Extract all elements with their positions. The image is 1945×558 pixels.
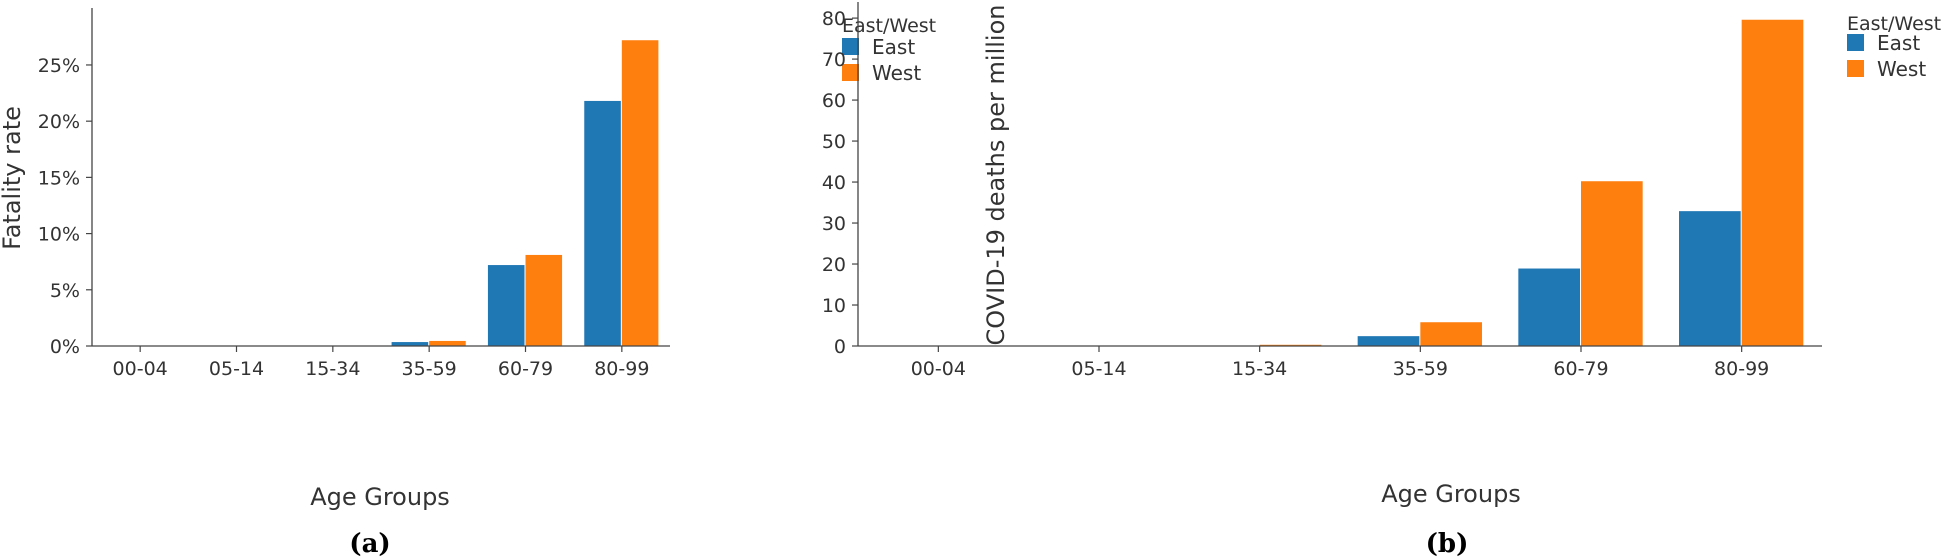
panel-b-xtick-label: 05-14	[1071, 358, 1126, 380]
panel-b-xtick-label: 00-04	[911, 358, 966, 380]
panel-a-xtick-label: 80-99	[594, 358, 649, 380]
panel-b-xtick-label: 60-79	[1553, 358, 1608, 380]
panel-a-bar-east-35-59	[391, 342, 429, 346]
panel-a-bar-east-80-99	[584, 100, 621, 346]
panel-a-legend-swatch-west	[842, 64, 859, 81]
panel-b-legend-label-west: West	[1877, 57, 1926, 81]
panel-b-xtick-label: 15-34	[1232, 358, 1287, 380]
panel-b-legend-swatch-east	[1847, 34, 1864, 51]
panel-b-ylabel: COVID-19 deaths per million	[982, 5, 1010, 346]
panel-b-xlabel: Age Groups	[1381, 480, 1521, 508]
panel-b-ytick-label: 10	[822, 295, 846, 317]
panel-b-legend-label-east: East	[1877, 31, 1920, 55]
panel-a-ylabel: Fatality rate	[0, 106, 26, 250]
panel-b-plot: 00-04 05-14 15-34 35-59 60-79 80-99 0 10 20 30 40 5…	[822, 2, 1926, 380]
panel-a-xtick-label: 00-04	[113, 358, 168, 380]
panel-a-bar-west-35-59	[429, 340, 466, 346]
panel-b-ytick-label: 80	[822, 8, 846, 30]
panel-b-bar-east-60-79	[1518, 268, 1580, 346]
panel-a-xtick-label: 05-14	[209, 358, 264, 380]
panel-a-xtick-label: 15-34	[305, 358, 360, 380]
panel-a-bar-east-60-79	[487, 265, 525, 346]
panel-b-xtick-label: 35-59	[1393, 358, 1448, 380]
panel-b-bar-east-80-99	[1679, 211, 1741, 346]
panel-b-bar-west-60-79	[1581, 181, 1643, 346]
panel-a-legend-label-east: East	[872, 35, 915, 59]
panel-a-xlabel: Age Groups	[310, 483, 450, 511]
panel-b-ytick-label: 30	[822, 213, 846, 235]
panel-a-xtick-label: 35-59	[402, 358, 457, 380]
panel-b-legend-title: East/West	[1847, 13, 1941, 35]
panel-b-ytick-label: 20	[822, 254, 846, 276]
panel-a-legend-label-west: West	[872, 61, 921, 85]
panel-a-ytick-label: 15%	[38, 167, 80, 189]
panel-b-bar-east-35-59	[1357, 336, 1420, 346]
panel-a-xtick-label: 60-79	[498, 358, 553, 380]
panel-b-ytick-label: 50	[822, 131, 846, 153]
panel-b-bar-west-35-59	[1420, 322, 1482, 346]
panel-b-ytick-label: 60	[822, 90, 846, 112]
panel-b-bar-west-80-99	[1741, 19, 1804, 347]
panel-a-ytick-label: 25%	[38, 55, 80, 77]
panel-b-ytick-label: 0	[834, 336, 846, 358]
panel-a: Fatality rate Age Groups East/West (a)	[0, 15, 936, 558]
panel-a-bar-west-60-79	[525, 254, 563, 346]
panel-a-legend-title: East/West	[842, 15, 936, 37]
panel-a-ytick-label: 10%	[38, 224, 80, 246]
panel-a-ytick-label: 20%	[38, 111, 80, 133]
panel-b-legend-swatch-west	[1847, 60, 1864, 77]
panel-b: COVID-19 deaths per million Age Groups E…	[982, 5, 1941, 558]
panel-a-legend-swatch-east	[842, 38, 859, 55]
panel-a-ytick-label: 5%	[50, 280, 80, 302]
panel-b-xtick-label: 80-99	[1714, 358, 1769, 380]
panel-a-plot: 00-04 05-14 15-34 35-59 60-79 80-99 0% 5% 10% 15%…	[38, 8, 921, 380]
panel-a-label: (a)	[349, 529, 390, 558]
panel-a-ytick-label: 0%	[50, 336, 80, 358]
panel-b-ytick-label: 40	[822, 172, 846, 194]
panel-b-ytick-label: 70	[822, 49, 846, 71]
panel-b-label: (b)	[1426, 529, 1469, 558]
panel-a-bar-west-80-99	[621, 40, 659, 346]
